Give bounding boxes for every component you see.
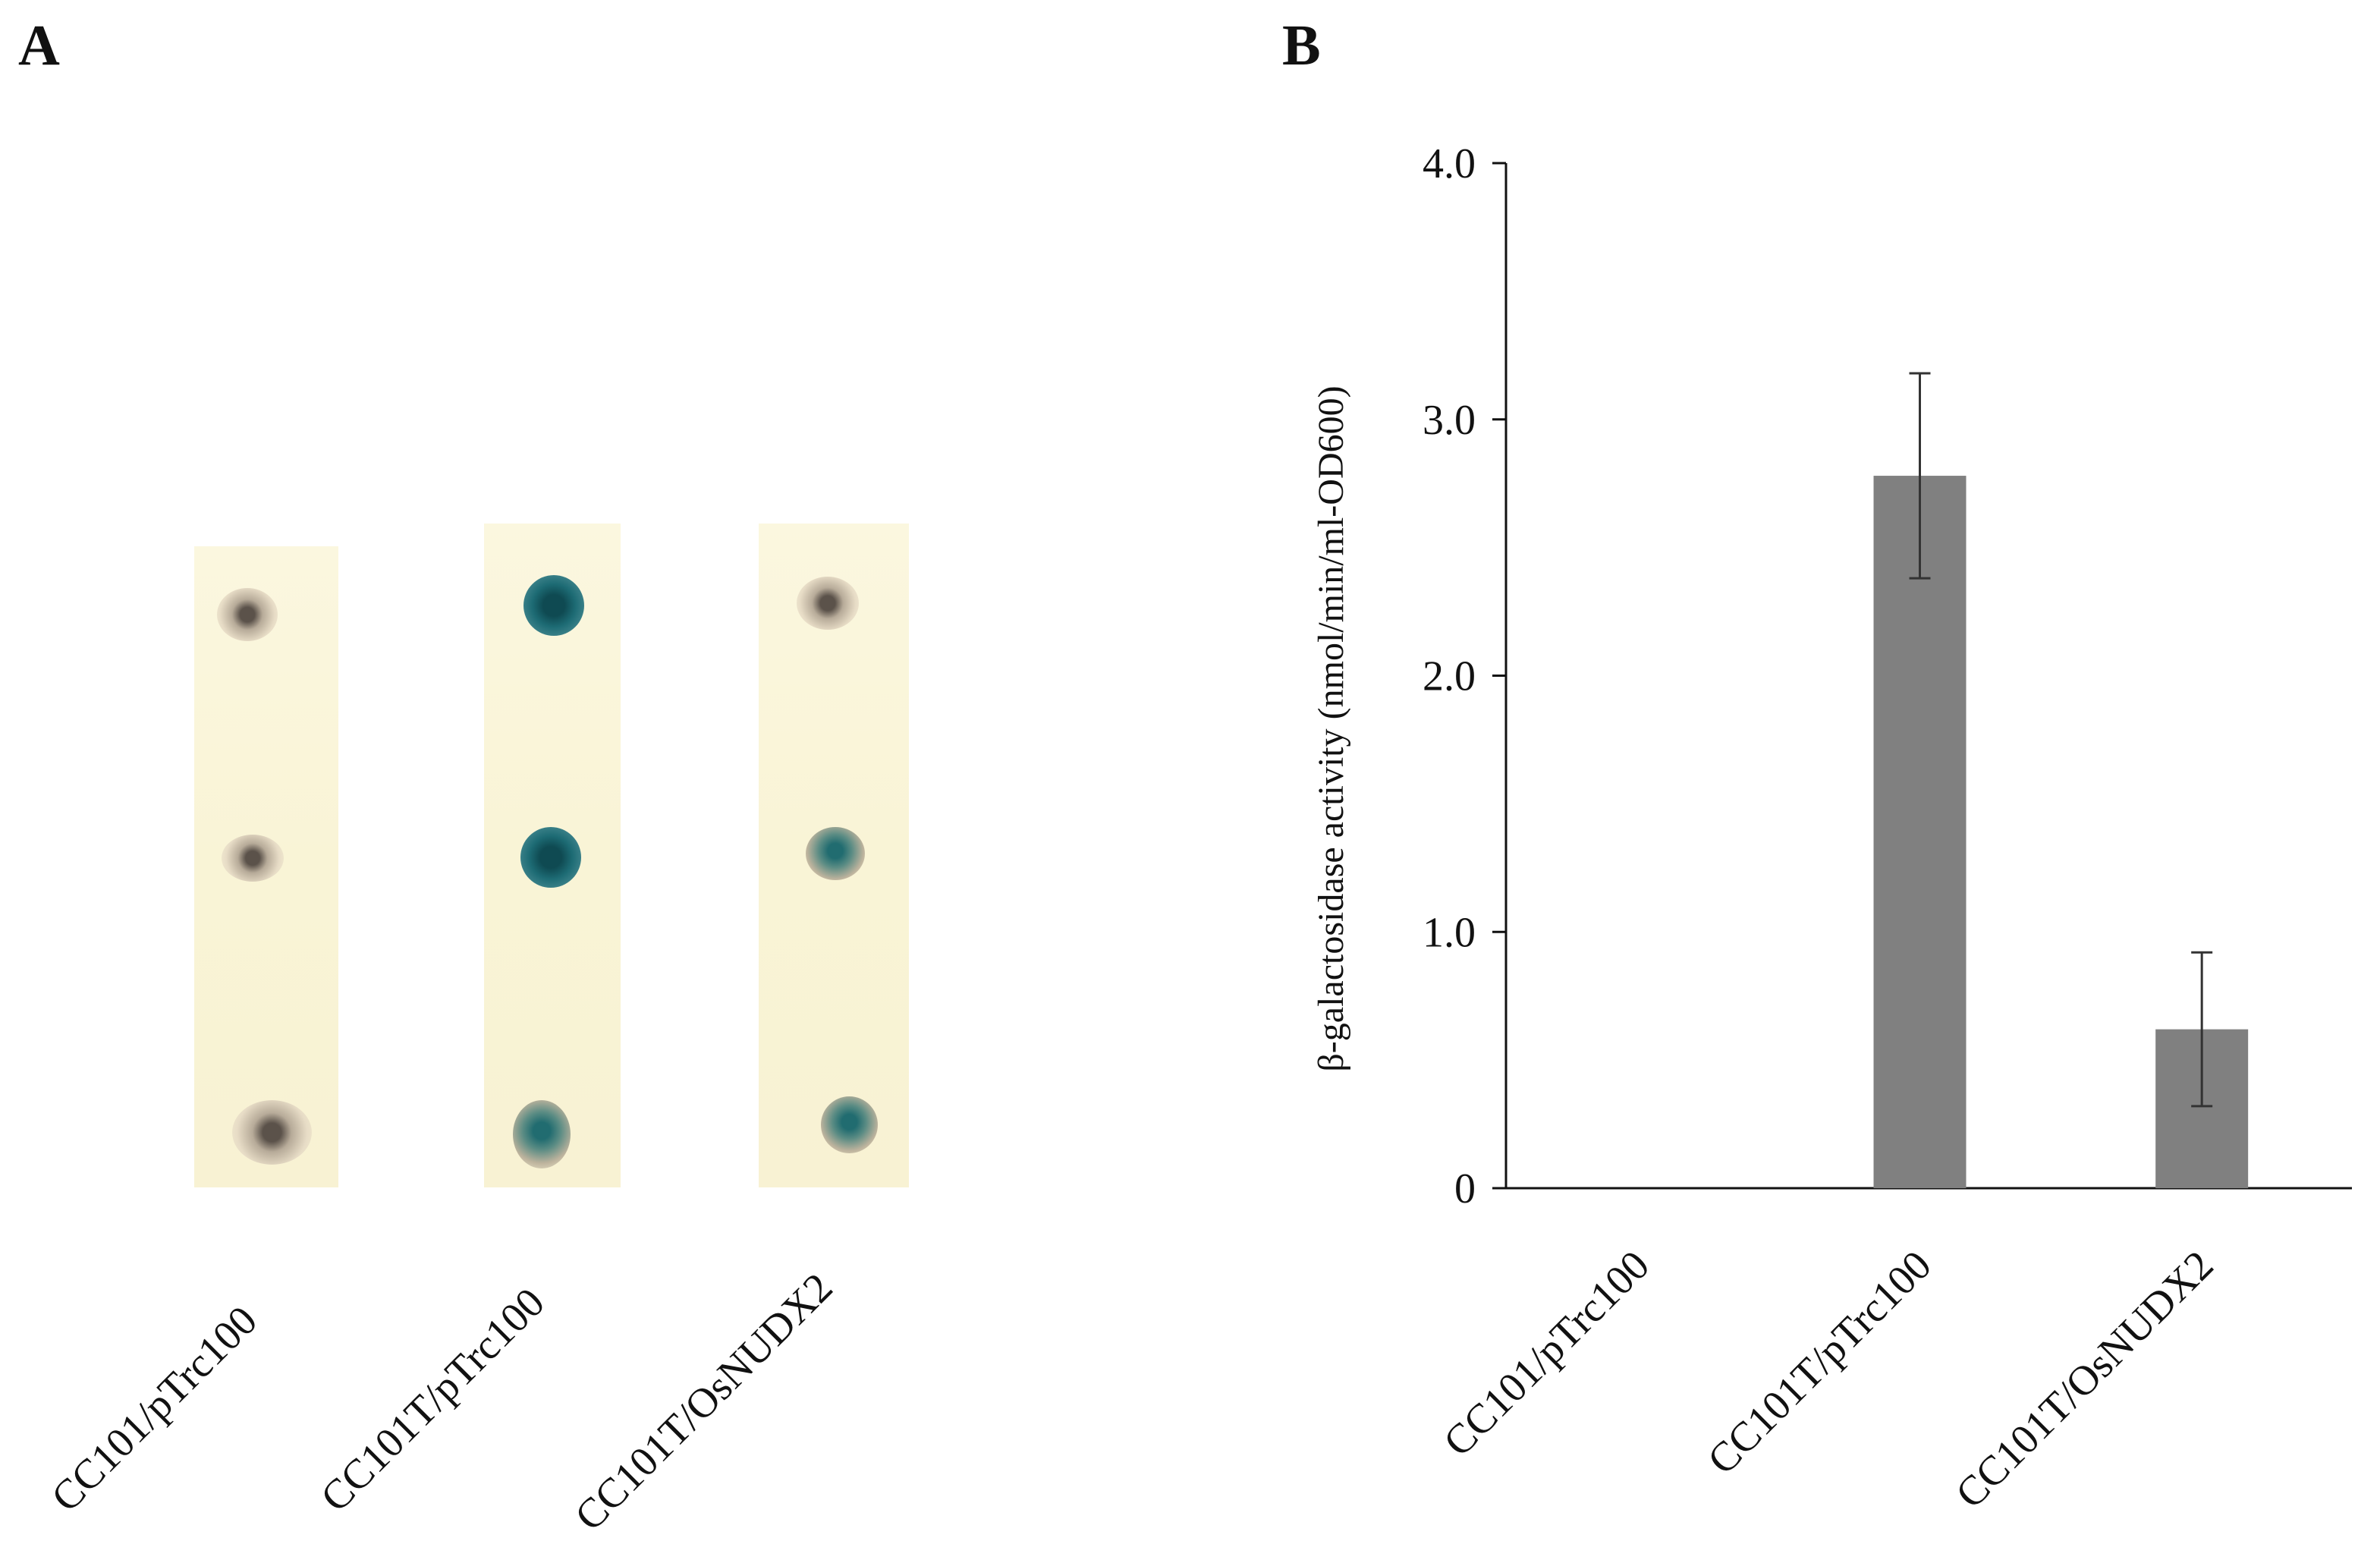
colony-spot: [806, 827, 865, 880]
panel-a-label: A: [18, 14, 60, 77]
assay-strip-cc101t-osnudx2: [759, 524, 909, 1187]
colony-spot: [523, 575, 584, 636]
colony-spot: [520, 827, 581, 888]
x-tick-label: CC101T/pTrc100: [1699, 1241, 1940, 1483]
assay-strip-cc101t-ptrc100: [484, 524, 621, 1187]
x-tick-label: CC101T/OsNUDX2: [1947, 1241, 2222, 1517]
panel-b-label: B: [1282, 14, 1321, 77]
colony-spot: [513, 1100, 571, 1168]
colony-spot: [797, 577, 859, 630]
y-axis-title: β-galactosidase activity (nmol/min/ml-OD…: [1311, 385, 1351, 1071]
assay-strip-cc101-ptrc100: [194, 546, 338, 1187]
colony-spot: [217, 588, 278, 641]
colony-spot: [821, 1096, 878, 1153]
y-tick-label: 2.0: [1423, 653, 1476, 700]
bar: [1873, 476, 1967, 1188]
colony-spot: [222, 835, 284, 882]
colony-spot: [232, 1100, 312, 1165]
chart-bars: [1873, 372, 2249, 1188]
y-tick-label: 1.0: [1423, 909, 1476, 956]
y-tick-label: 4.0: [1423, 140, 1476, 187]
chart-labels: 0 1.0 2.0 3.0 4.0 β-galactosidase activity (n…: [1311, 140, 2222, 1517]
x-tick-label: CC101/pTrc100: [1435, 1241, 1658, 1465]
y-tick-label: 0: [1454, 1165, 1476, 1212]
y-tick-label: 3.0: [1423, 397, 1476, 444]
